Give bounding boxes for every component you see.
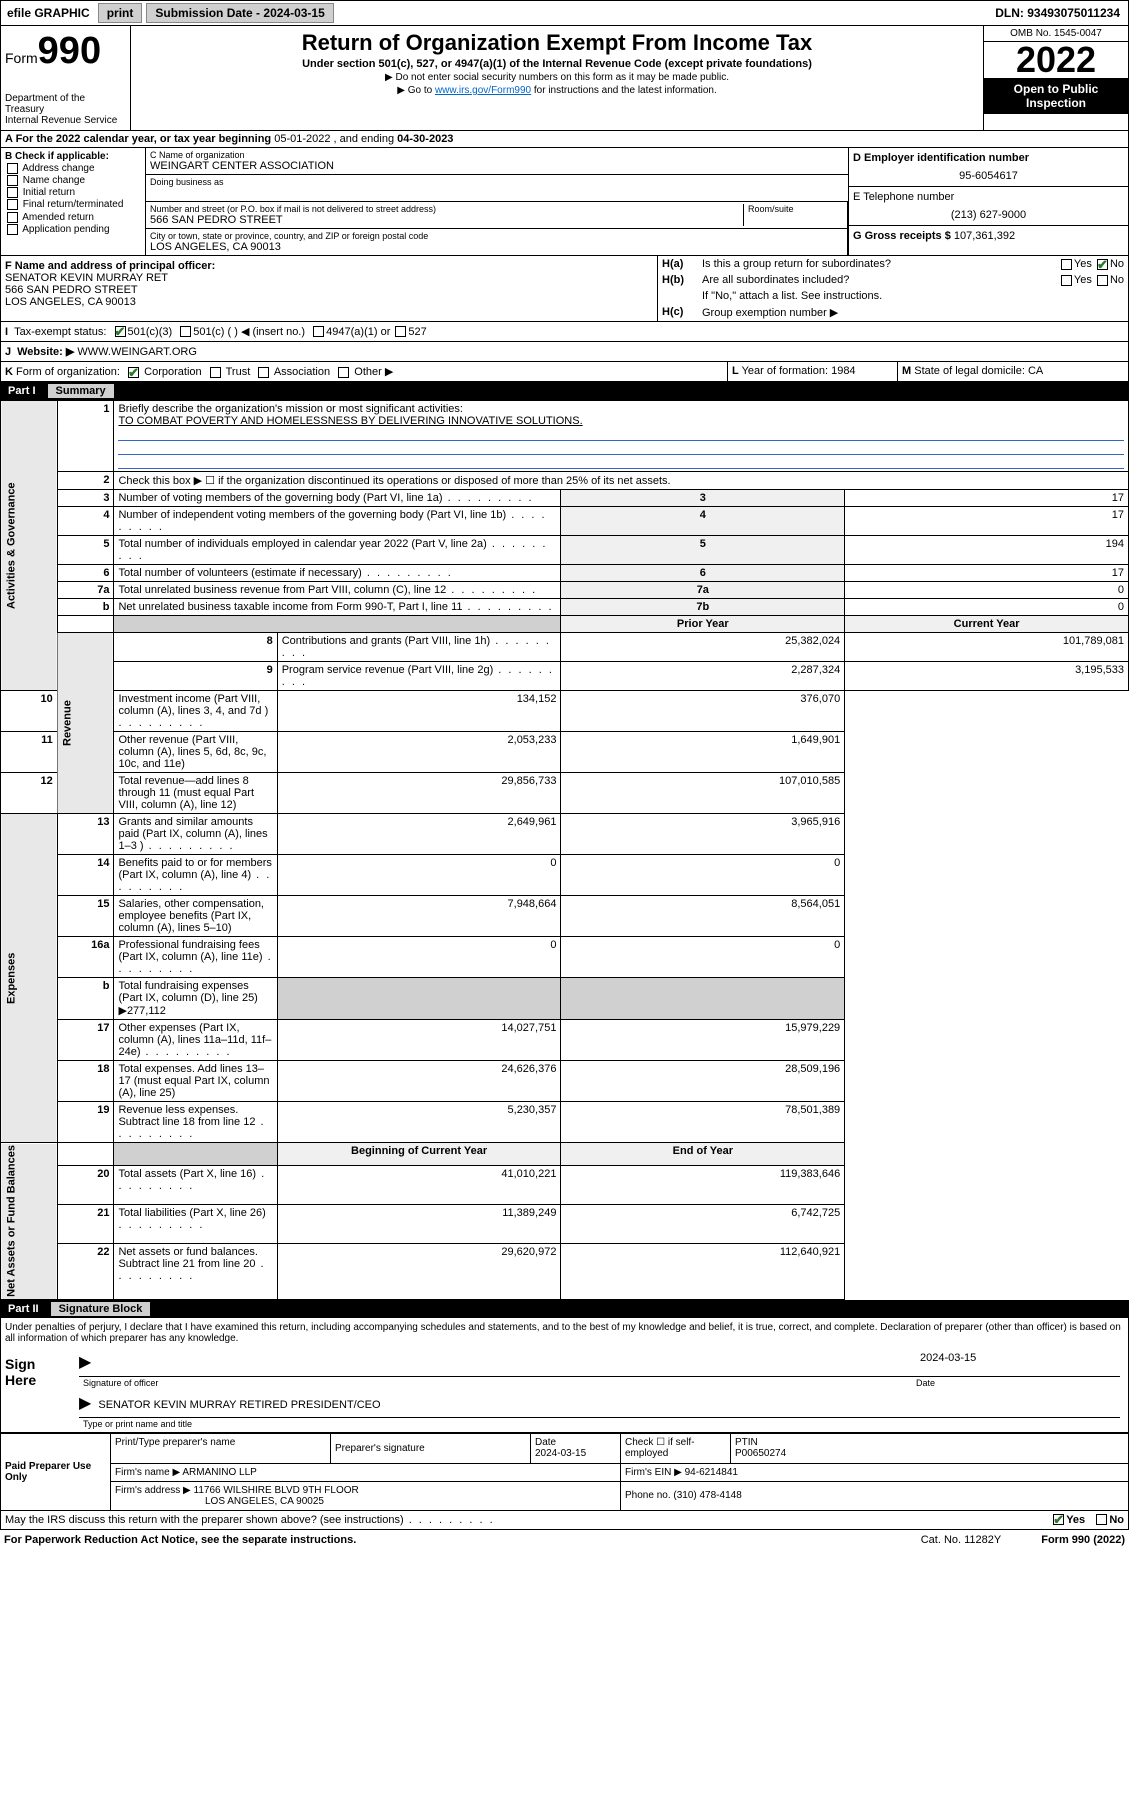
net-label: Net Assets or Fund Balances: [1, 1143, 58, 1300]
check-applicable: B Check if applicable: Address change Na…: [1, 148, 146, 255]
tax-year-row: A For the 2022 calendar year, or tax yea…: [0, 131, 1129, 148]
check-final[interactable]: [7, 199, 18, 210]
discuss-row: May the IRS discuss this return with the…: [0, 1511, 1129, 1530]
principal-officer: F Name and address of principal officer:…: [1, 256, 658, 321]
check-501c3[interactable]: [115, 326, 126, 337]
arrow-icon: ▶: [79, 1352, 91, 1372]
section-f-h: F Name and address of principal officer:…: [0, 256, 1129, 322]
state-domicile: CA: [1028, 365, 1043, 377]
irs-link[interactable]: www.irs.gov/Form990: [435, 85, 531, 96]
efile-label: efile GRAPHIC: [1, 4, 96, 22]
org-info: C Name of organization WEINGART CENTER A…: [146, 148, 848, 255]
part2-header: Part II Signature Block: [0, 1300, 1129, 1318]
part1-header: Part I Summary: [0, 382, 1129, 400]
submission-date-button[interactable]: Submission Date - 2024-03-15: [146, 3, 333, 23]
website-row: J Website: ▶ WWW.WEINGART.ORG: [0, 342, 1129, 362]
ein: 95-6054617: [853, 170, 1124, 182]
discuss-yes[interactable]: [1053, 1514, 1064, 1525]
check-amended[interactable]: [7, 212, 18, 223]
arrow-icon: ▶: [79, 1395, 91, 1412]
city-state-zip: LOS ANGELES, CA 90013: [150, 241, 843, 253]
rev-label: Revenue: [57, 633, 114, 814]
check-initial[interactable]: [7, 187, 18, 198]
check-address[interactable]: [7, 163, 18, 174]
form-header: Form990 Department of the Treasury Inter…: [0, 26, 1129, 131]
firm-name: ARMANINO LLP: [182, 1467, 256, 1478]
sign-here-label: Sign Here: [1, 1348, 71, 1432]
exp-label: Expenses: [1, 814, 58, 1143]
ha-yes[interactable]: [1061, 259, 1072, 270]
website: WWW.WEINGART.ORG: [77, 346, 197, 358]
preparer-table: Paid Preparer Use Only Print/Type prepar…: [0, 1433, 1129, 1511]
check-527[interactable]: [395, 326, 406, 337]
phone: (213) 627-9000: [853, 209, 1124, 221]
ha-no[interactable]: [1097, 259, 1108, 270]
form-title: Return of Organization Exempt From Incom…: [135, 30, 979, 56]
gov-label: Activities & Governance: [1, 401, 58, 691]
check-other[interactable]: [338, 367, 349, 378]
gross-receipts: 107,361,392: [954, 230, 1015, 242]
check-assoc[interactable]: [258, 367, 269, 378]
print-button[interactable]: print: [98, 3, 143, 23]
section-b-g: B Check if applicable: Address change Na…: [0, 148, 1129, 256]
summary-table: Activities & Governance 1 Briefly descri…: [0, 400, 1129, 1300]
form-org-row: K Form of organization: Corporation Trus…: [0, 362, 1129, 382]
dln-label: DLN: 93493075011234: [995, 6, 1128, 20]
footer: For Paperwork Reduction Act Notice, see …: [0, 1530, 1129, 1550]
mission-text: TO COMBAT POVERTY AND HOMELESSNESS BY DE…: [118, 415, 582, 427]
org-name: WEINGART CENTER ASSOCIATION: [150, 160, 844, 172]
check-trust[interactable]: [210, 367, 221, 378]
hb-yes[interactable]: [1061, 275, 1072, 286]
top-bar: efile GRAPHIC print Submission Date - 20…: [0, 0, 1129, 26]
year-formation: 1984: [831, 365, 855, 377]
check-501c[interactable]: [180, 326, 191, 337]
discuss-no[interactable]: [1096, 1514, 1107, 1525]
check-corp[interactable]: [128, 367, 139, 378]
tax-year: 2022: [984, 42, 1128, 78]
check-name[interactable]: [7, 175, 18, 186]
street-address: 566 SAN PEDRO STREET: [150, 214, 743, 226]
check-pending[interactable]: [7, 224, 18, 235]
check-4947[interactable]: [313, 326, 324, 337]
header-right: OMB No. 1545-0047 2022 Open to Public In…: [983, 26, 1128, 130]
group-return-section: H(a) Is this a group return for subordin…: [658, 256, 1128, 321]
right-info: D Employer identification number 95-6054…: [848, 148, 1128, 255]
header-title-block: Return of Organization Exempt From Incom…: [131, 26, 983, 130]
hb-no[interactable]: [1097, 275, 1108, 286]
preparer-label: Paid Preparer Use Only: [1, 1433, 111, 1510]
signature-block: Under penalties of perjury, I declare th…: [0, 1318, 1129, 1433]
tax-exempt-status: I Tax-exempt status: 501(c)(3) 501(c) ( …: [0, 322, 1129, 342]
header-left: Form990 Department of the Treasury Inter…: [1, 26, 131, 130]
